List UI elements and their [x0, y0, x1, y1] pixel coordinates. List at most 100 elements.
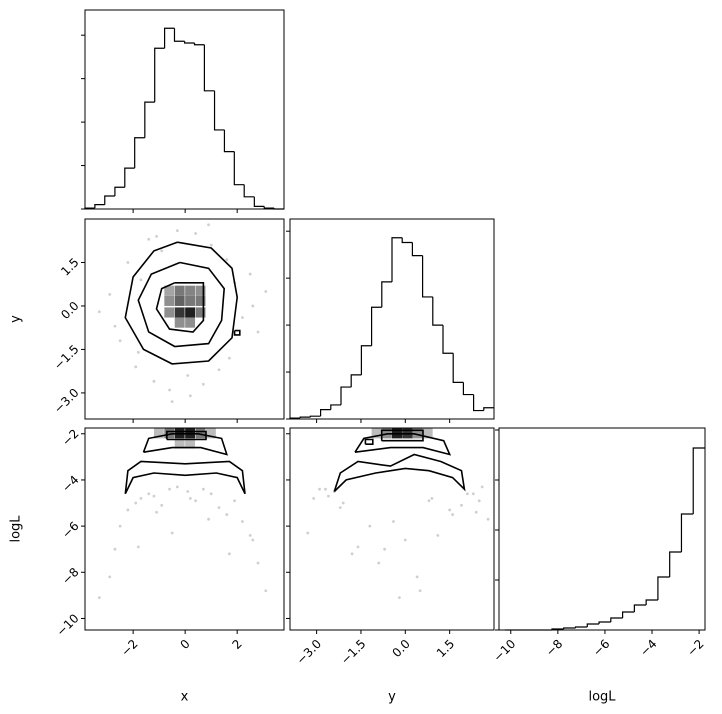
sample-point	[97, 310, 101, 314]
histogram-step	[401, 237, 413, 244]
panel-frame	[84, 427, 285, 631]
x-axis-label: y	[388, 690, 396, 705]
contour	[166, 430, 207, 441]
sample-point	[225, 258, 229, 261]
x-axis-label: logL	[588, 690, 616, 705]
density-cell	[195, 295, 206, 306]
sample-point	[194, 499, 197, 503]
sample-point	[155, 234, 158, 238]
sample-point	[486, 517, 490, 521]
histogram-step	[574, 626, 588, 628]
sample-point	[251, 304, 255, 308]
contour	[124, 460, 246, 495]
density-cell	[185, 295, 196, 306]
x-tick-label: −10	[491, 637, 519, 665]
y-tick-label: 1.5	[58, 255, 81, 278]
histogram-step	[320, 409, 331, 417]
histogram-step	[253, 196, 265, 207]
density-cell	[174, 307, 185, 318]
sample-point	[168, 388, 171, 392]
histogram-step	[563, 627, 576, 629]
histogram-step	[657, 576, 670, 600]
histogram-step	[173, 28, 185, 42]
contour	[354, 433, 452, 456]
histogram-step	[223, 129, 235, 153]
sample-point	[207, 517, 210, 521]
histogram-step	[452, 353, 464, 383]
sample-point	[324, 487, 327, 491]
contour	[155, 282, 205, 333]
sample-point	[368, 524, 372, 528]
x-tick-label: −2	[684, 637, 706, 659]
contour	[380, 429, 424, 442]
sample-point	[233, 499, 236, 503]
sample-point	[108, 575, 112, 579]
sample-point	[207, 223, 210, 227]
y-tick-label: −1.5	[51, 342, 82, 373]
sample-point	[136, 545, 140, 549]
histogram-step	[411, 242, 423, 257]
sample-point	[341, 501, 345, 505]
histogram-step	[645, 599, 658, 605]
y-tick-label: 0.0	[58, 299, 81, 322]
histogram-step	[299, 416, 311, 419]
contour	[364, 438, 374, 445]
contour	[124, 241, 239, 365]
density-cell	[195, 285, 206, 296]
sample-point	[477, 499, 481, 503]
histogram-step	[203, 44, 215, 92]
panel-frame	[84, 9, 285, 210]
density-cell	[371, 428, 382, 439]
sample-point	[264, 589, 268, 593]
sample-point	[97, 596, 101, 600]
sample-point	[415, 575, 419, 579]
x-tick-label: −6	[590, 637, 612, 659]
sample-point	[350, 552, 354, 556]
sample-point	[108, 292, 112, 296]
sample-point	[248, 272, 252, 276]
sample-point	[397, 596, 401, 600]
density-cell	[174, 317, 185, 328]
sample-point	[227, 552, 231, 556]
sample-point	[170, 400, 174, 404]
y-axis-label: y	[9, 315, 24, 323]
histogram-step	[669, 551, 682, 577]
x-tick-label: −3.0	[294, 637, 325, 668]
sample-point	[201, 382, 205, 386]
sample-point	[188, 394, 192, 398]
histogram-step	[213, 90, 225, 131]
histogram-step	[598, 621, 611, 624]
sample-point	[186, 374, 190, 377]
y-tick-label: −2	[59, 426, 81, 448]
sample-point	[118, 339, 122, 343]
sample-point	[217, 506, 221, 510]
y-tick-label: −8	[59, 565, 81, 587]
density-cell	[174, 295, 185, 306]
x-tick-label: −8	[543, 637, 565, 659]
contour	[233, 329, 241, 336]
sample-point	[338, 506, 342, 510]
density-cell	[205, 428, 216, 439]
sample-point	[418, 589, 422, 593]
sample-point	[248, 533, 252, 537]
x-tick-label: −2	[118, 637, 140, 659]
sample-point	[147, 237, 151, 241]
sample-point	[113, 324, 117, 328]
y-axis-label: logL	[9, 515, 24, 543]
histogram-step	[164, 27, 175, 49]
density-cell	[412, 428, 423, 439]
density-cell	[174, 285, 185, 296]
sample-point	[436, 533, 440, 537]
sample-point	[194, 232, 197, 235]
sample-point	[251, 538, 255, 542]
histogram-step	[586, 623, 600, 627]
x-tick-label: −1.5	[338, 637, 369, 668]
sample-point	[480, 485, 484, 489]
histogram-step	[391, 237, 403, 282]
panel-2d	[306, 428, 490, 600]
histogram-step	[134, 137, 145, 169]
density-cell	[195, 428, 206, 439]
histogram-step	[144, 101, 155, 138]
